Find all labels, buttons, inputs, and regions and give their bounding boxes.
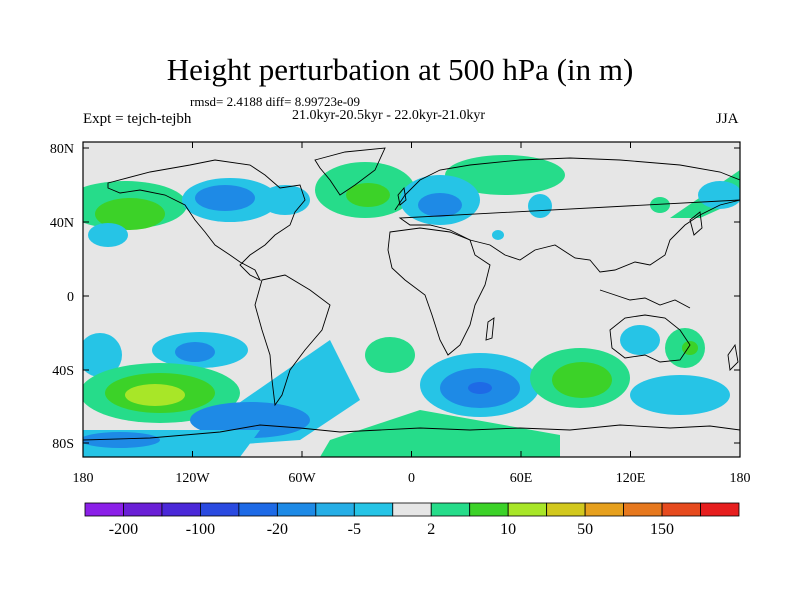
period-label: 21.0kyr-20.5kyr - 22.0kyr-21.0kyr xyxy=(292,108,486,123)
colorbar-box xyxy=(700,502,740,517)
lat-label: 40S xyxy=(52,364,74,379)
coastlines xyxy=(83,147,740,441)
colorbar-box xyxy=(238,502,278,517)
colorbar-label: 150 xyxy=(650,521,674,538)
colorbar-label: 50 xyxy=(577,521,593,538)
longitude-axis: 180 120W 60W 0 60E 120E 180 xyxy=(73,142,751,486)
lat-label: 0 xyxy=(67,290,74,305)
colorbar-box xyxy=(84,502,124,517)
rmsd-diff-text: rmsd= 2.4188 diff= 8.99723e-09 xyxy=(190,94,361,109)
colorbar-label: -5 xyxy=(348,521,361,538)
colorbar-label: -200 xyxy=(109,521,138,538)
latitude-axis: 80N 40N 0 40S 80S xyxy=(50,142,740,452)
map-title: Height perturbation at 500 hPa (in m) xyxy=(166,52,634,87)
colorbar-box xyxy=(661,502,701,517)
colorbar-label: 10 xyxy=(500,521,516,538)
lat-label: 40N xyxy=(50,216,74,231)
colorbar-box xyxy=(161,502,201,517)
colorbar-box xyxy=(123,502,163,517)
colorbar-label: -20 xyxy=(267,521,288,538)
lon-label: 120E xyxy=(616,471,646,486)
lon-label: 120W xyxy=(175,471,210,486)
lon-label: 0 xyxy=(408,471,415,486)
lon-label: 180 xyxy=(730,471,751,486)
contour-fills xyxy=(83,155,740,457)
map-panel xyxy=(82,141,741,458)
lon-label: 60E xyxy=(510,471,533,486)
lon-label: 60W xyxy=(288,471,316,486)
colorbar-box xyxy=(507,502,548,517)
experiment-label: Expt = tejch-tejbh xyxy=(83,111,192,127)
colorbar: -200 -100 -20 -5 2 10 50 150 xyxy=(84,502,740,538)
colorbar-label: 2 xyxy=(427,521,435,538)
colorbar-box xyxy=(623,502,663,517)
colorbar-box xyxy=(430,502,471,517)
colorbar-box xyxy=(315,502,355,517)
colorbar-box xyxy=(469,502,509,517)
colorbar-label: -100 xyxy=(186,521,215,538)
colorbar-box xyxy=(200,502,240,517)
colorbar-box xyxy=(546,502,586,517)
lon-label: 180 xyxy=(73,471,94,486)
colorbar-box xyxy=(584,502,624,517)
colorbar-box xyxy=(392,502,432,517)
lat-label: 80S xyxy=(52,437,74,452)
colorbar-box xyxy=(353,502,394,517)
lat-label: 80N xyxy=(50,142,74,157)
colorbar-box xyxy=(276,502,317,517)
season-label: JJA xyxy=(716,111,739,127)
